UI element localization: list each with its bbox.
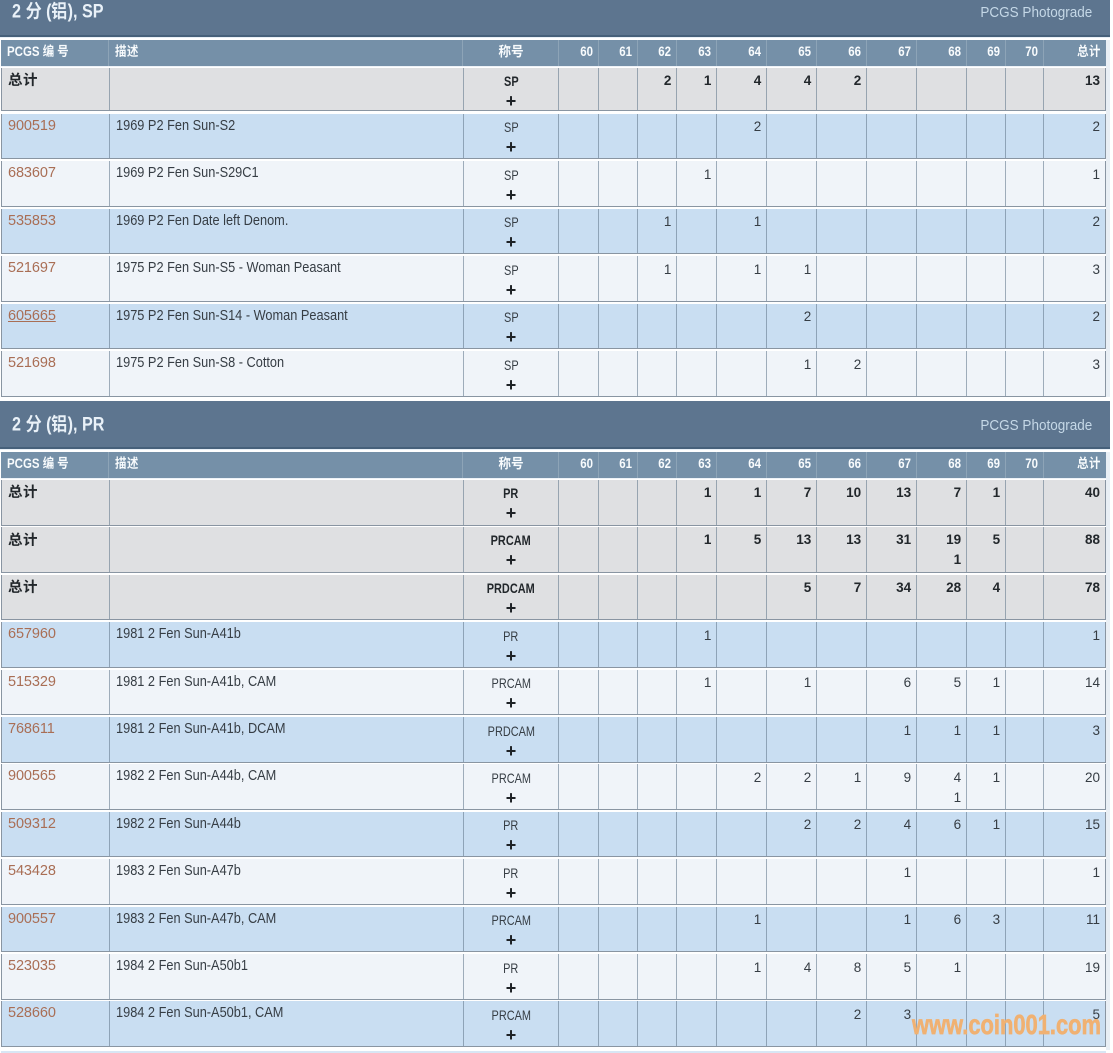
svg-text:www.coin001.com: www.coin001.com xyxy=(911,1009,1101,1040)
